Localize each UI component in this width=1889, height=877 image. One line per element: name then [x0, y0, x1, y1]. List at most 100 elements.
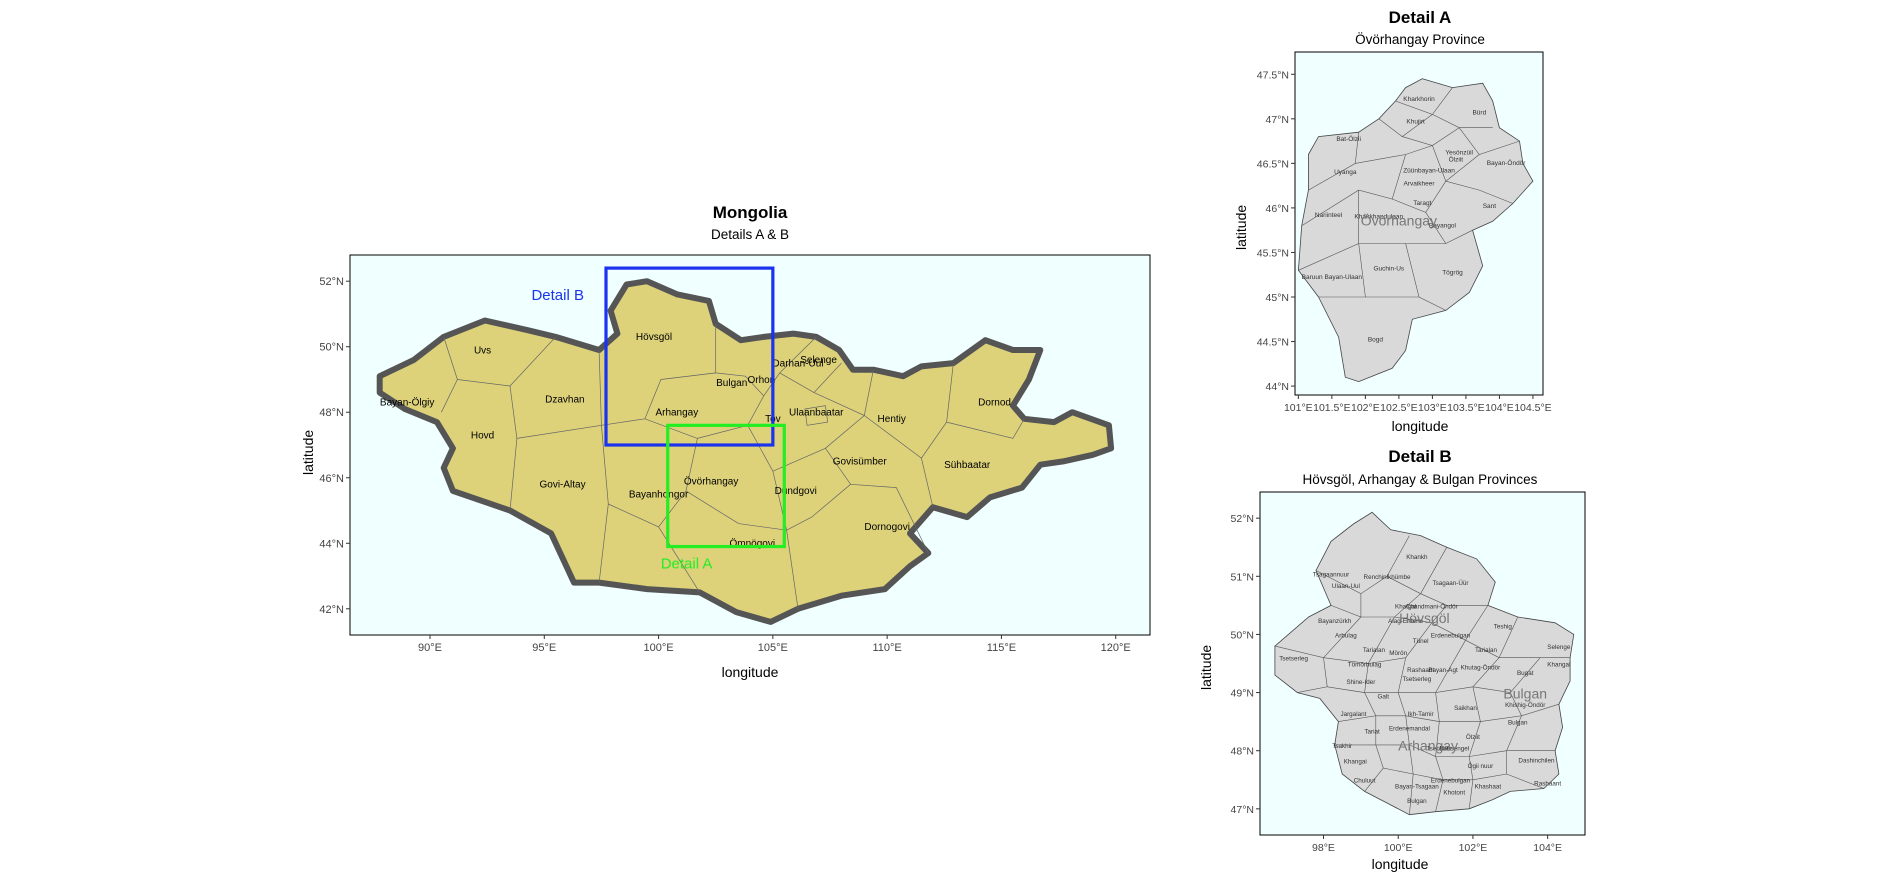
district-label: Züünbayan-Ulaan — [1403, 167, 1455, 174]
district-label: Bayangol — [1429, 223, 1457, 230]
district-label: Guchin-Us — [1373, 265, 1404, 272]
x-tick-label: 101.5°E — [1313, 402, 1350, 414]
district-label: Tsagaannuur — [1313, 571, 1349, 578]
mongolia-outline — [376, 278, 1115, 625]
province-name-label: Hövsgöl — [1399, 610, 1450, 626]
main-map-subtitle: Details A & B — [710, 227, 790, 242]
detail-a-box — [666, 423, 786, 549]
district-boundary — [1358, 243, 1366, 298]
x-tick-label: 103.5°E — [1447, 402, 1484, 414]
ulaanbaatar-boundary — [804, 405, 829, 426]
district-label: Tögrög — [1442, 270, 1463, 277]
province-name-label: Övörhangay — [1361, 212, 1437, 229]
x-tick-label: 115°E — [987, 642, 1016, 654]
district-boundary — [1298, 190, 1359, 271]
detail-a-subtitle: Övörhangay Province — [1355, 32, 1485, 47]
district-label: Baruun Bayan-Ulaan — [1302, 274, 1363, 281]
district-boundary — [1327, 663, 1369, 693]
district-label: Shine-Ider — [1346, 679, 1375, 686]
district-boundary — [1409, 721, 1440, 757]
district-boundary — [1458, 127, 1520, 155]
province-boundary — [644, 323, 717, 419]
district-label: Yesönzüil — [1445, 149, 1473, 156]
district-boundary — [1506, 773, 1545, 789]
province-boundary — [921, 458, 934, 508]
district-label: Chuluut — [1354, 778, 1376, 785]
province-label: Hövsgöl — [636, 332, 672, 343]
district-label: Ögii nuur — [1468, 762, 1494, 770]
x-tick-label: 105°E — [758, 642, 788, 654]
district-label: Uyanga — [1334, 169, 1357, 176]
x-tick-label: 90°E — [418, 642, 442, 654]
district-label: Khutag-Öndör — [1461, 663, 1501, 671]
main-map-ylabel: latitude — [300, 429, 316, 475]
district-boundary — [1378, 114, 1433, 137]
district-label: Tömörbulag — [1348, 661, 1382, 668]
province-name-label: Bulgan — [1503, 685, 1547, 701]
x-tick-label: 103°E — [1418, 402, 1447, 414]
district-label: Tarialan — [1363, 647, 1386, 654]
district-label: Arvaikheer — [1403, 181, 1435, 188]
district-label: Taragt — [1413, 200, 1431, 207]
y-tick-label: 42°N — [319, 604, 344, 616]
district-label: Khashaat — [1475, 783, 1502, 790]
detail-b-map: 98°E 100°E 102°E 104°E 52°N 51°N 50°N 49°N 48°N 4… — [1231, 491, 1586, 854]
province-label: Dzavhan — [545, 394, 584, 405]
y-tick-label: 48°N — [1231, 746, 1254, 758]
y-tick-label: 47°N — [1231, 804, 1254, 816]
district-label: Galt — [1377, 693, 1389, 700]
province-boundary — [715, 372, 764, 397]
district-label: Khangal — [1547, 661, 1570, 668]
district-label: Rashaant — [1407, 667, 1434, 674]
x-tick-label: 104°E — [1533, 842, 1562, 854]
district-boundary — [1435, 721, 1481, 757]
district-label: Erdenemandal — [1389, 725, 1430, 732]
province-label: Sühbaatar — [944, 460, 991, 471]
district-boundary — [1301, 154, 1406, 226]
province-label: Arhangay — [655, 408, 698, 419]
y-tick-label: 50°N — [1231, 629, 1254, 641]
district-label: Tsagaan-Üür — [1432, 579, 1468, 587]
district-label: Bulgan — [1407, 798, 1427, 805]
district-label: Saikhan — [1454, 705, 1477, 712]
district-label: Khankh — [1406, 554, 1428, 561]
district-boundary — [1425, 212, 1473, 244]
y-tick-label: 46.5°N — [1257, 158, 1289, 170]
district-label: Bayan-Tsagaan — [1395, 783, 1439, 790]
district-boundary — [1472, 750, 1507, 781]
main-map: 90°E 95°E 100°E 105°E 110°E 115°E 120°E 52°N 50°… — [319, 254, 1151, 654]
y-tick-label: 52°N — [1231, 513, 1254, 525]
district-boundary — [1375, 692, 1407, 717]
detail-b-title: Detail B — [1388, 447, 1452, 466]
district-label: Bayanzürkh — [1318, 618, 1352, 625]
district-boundary — [1364, 657, 1406, 693]
province-boundary — [779, 336, 817, 374]
y-tick-label: 50°N — [319, 342, 344, 354]
x-tick-label: 100°E — [1384, 842, 1413, 854]
province-boundary — [685, 490, 799, 609]
province-label: Bulgan — [716, 378, 747, 389]
district-label: Arbulag — [1335, 632, 1357, 639]
province-label: Dundgovi — [775, 486, 817, 497]
district-boundary — [1409, 773, 1414, 815]
district-label: Battsengel — [1439, 746, 1469, 753]
main-map-title: Mongolia — [712, 203, 788, 222]
x-tick-label: 102°E — [1459, 842, 1488, 854]
district-label: Ulaan-Uul — [1332, 583, 1360, 590]
detail-a-map: 101°E 101.5°E 102°E 102.5°E 103°E 103.5°E 104°… — [1257, 51, 1552, 414]
y-tick-label: 52°N — [319, 276, 344, 288]
y-tick-label: 46°N — [1266, 203, 1289, 215]
district-label: Ikh-Tamir — [1408, 711, 1434, 718]
x-tick-label: 120°E — [1101, 642, 1131, 654]
district-label: Bogd — [1368, 337, 1384, 344]
district-label: Tsetserleg — [1279, 656, 1308, 663]
x-tick-label: 110°E — [873, 642, 902, 654]
province-boundary — [825, 448, 929, 554]
detail-a-title: Detail A — [1388, 8, 1452, 27]
y-tick-label: 47°N — [1266, 114, 1289, 126]
main-map-xlabel: longitude — [721, 664, 779, 680]
detail-b-box — [604, 266, 775, 447]
province-label: Hentiy — [878, 414, 906, 425]
district-boundary — [1445, 180, 1513, 204]
district-label: Alag-Erdene — [1388, 618, 1424, 625]
